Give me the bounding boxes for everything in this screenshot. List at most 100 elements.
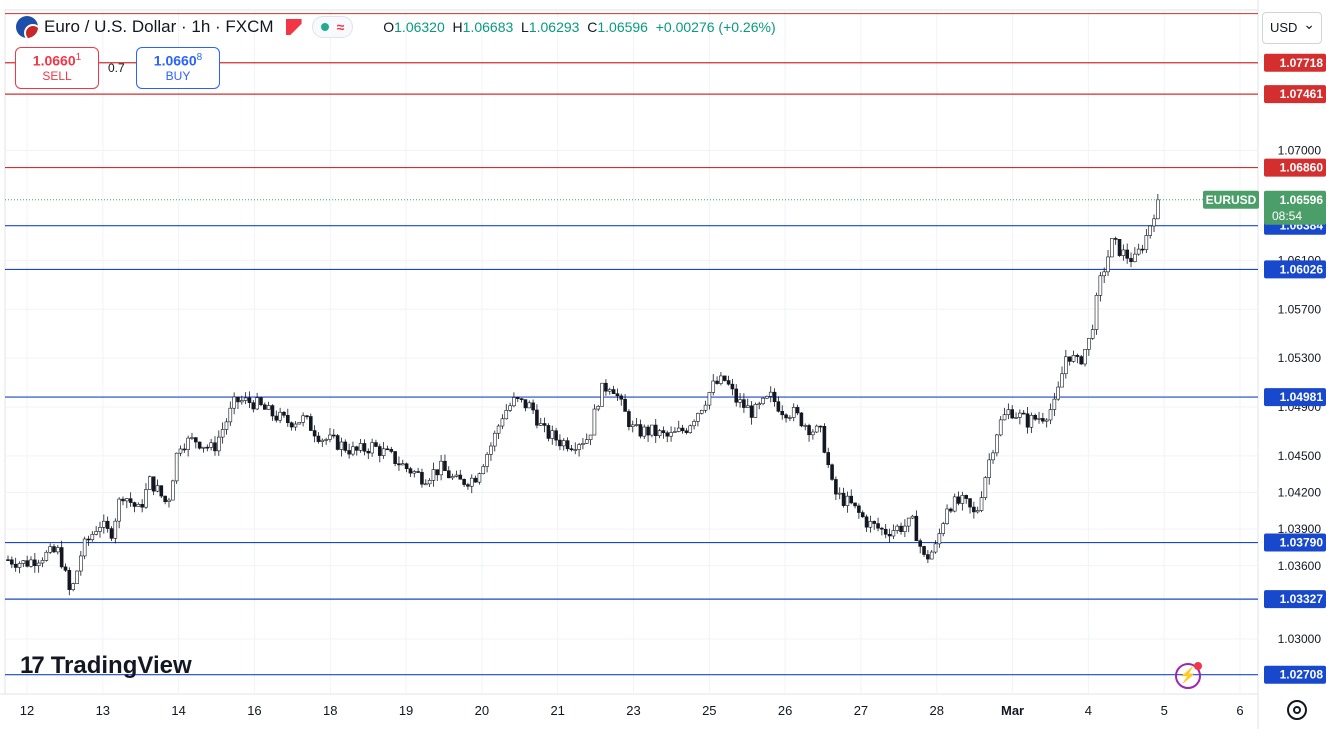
candle (228, 401, 233, 426)
candle-body (945, 508, 949, 524)
candle-body (197, 441, 202, 449)
candle-body (171, 480, 175, 501)
candle (397, 456, 401, 471)
candle-body (86, 538, 91, 541)
candle-body (362, 443, 367, 452)
candle (745, 398, 750, 408)
candle-body (397, 463, 401, 466)
candle (251, 399, 256, 413)
candle-body (964, 495, 969, 499)
candle-body (803, 425, 808, 427)
candle (1064, 349, 1068, 379)
candle-body (634, 424, 639, 426)
candle (845, 491, 850, 513)
candle (466, 482, 470, 490)
lightning-icon[interactable]: ⚡ (1175, 662, 1202, 689)
candle-body (949, 508, 953, 512)
candle (458, 469, 463, 480)
candle (1071, 350, 1076, 363)
candle-body (71, 583, 75, 590)
candle-body (883, 528, 888, 535)
candle (588, 434, 593, 446)
candle (1033, 413, 1037, 421)
candle-body (144, 489, 148, 508)
candle-body (251, 402, 256, 410)
candle-body (431, 469, 436, 481)
candle (1052, 392, 1057, 417)
y-tick-label: 1.05300 (1278, 351, 1322, 365)
candle-body (82, 538, 87, 557)
symbol-title[interactable]: Euro / U.S. Dollar · 1h · FXCM (44, 17, 274, 36)
candle (462, 478, 466, 487)
candle-body (504, 410, 509, 420)
candle (79, 550, 83, 576)
candle (1098, 271, 1103, 302)
buy-button[interactable]: 1.06608 BUY (136, 47, 220, 89)
candle-body (358, 443, 363, 451)
candle-body (435, 469, 440, 476)
candle-body (1140, 248, 1145, 251)
candle (1067, 356, 1072, 366)
candle-body (1106, 256, 1110, 273)
candle (592, 404, 597, 436)
level-price-label: 1.06860 (1280, 161, 1324, 175)
candle (581, 438, 585, 450)
candle (1113, 236, 1118, 245)
candle (535, 404, 539, 429)
status-pill[interactable]: ≈ (311, 16, 354, 38)
candle (780, 405, 785, 420)
x-tick-label: 25 (702, 703, 716, 718)
candle-body (75, 570, 79, 584)
candle-body (799, 412, 804, 427)
candle (351, 441, 355, 457)
candle (776, 396, 781, 413)
candle-body (140, 504, 144, 508)
candle (1102, 267, 1106, 284)
candle-body (228, 407, 233, 423)
candle (1018, 409, 1022, 425)
candle-body (715, 380, 719, 384)
candle (868, 515, 873, 533)
candle-body (857, 505, 861, 513)
candle-body (834, 479, 838, 495)
candle (29, 556, 33, 568)
candle (1014, 412, 1018, 419)
candle-body (1083, 349, 1087, 365)
market-status-icon[interactable] (285, 19, 302, 35)
candle (343, 439, 348, 453)
candle-body (611, 389, 616, 395)
candle (949, 507, 953, 514)
candle-body (726, 380, 731, 385)
candle (906, 517, 911, 533)
candle (121, 496, 125, 506)
candle (477, 472, 482, 485)
candle-body (220, 429, 225, 438)
candle (519, 398, 524, 403)
candle-body (933, 543, 938, 553)
candle (956, 491, 961, 506)
candle (1079, 354, 1083, 366)
candle-body (730, 383, 735, 390)
currency-select[interactable]: USD (1262, 9, 1322, 44)
candle (492, 430, 497, 452)
sell-button[interactable]: 1.06601 SELL (15, 47, 99, 89)
settings-gear-icon[interactable] (1287, 700, 1307, 720)
candle-body (274, 415, 279, 421)
candle (17, 561, 22, 574)
level-price-label: 1.03790 (1280, 536, 1324, 550)
x-tick-label: 5 (1161, 703, 1168, 718)
candle (454, 470, 459, 478)
candle-body (454, 474, 459, 477)
tradingview-logo[interactable]: 17 TradingView (20, 652, 192, 679)
x-tick-label: 12 (20, 703, 34, 718)
candle-body (910, 515, 915, 519)
candle (435, 469, 440, 481)
candle-body (1029, 414, 1034, 428)
candle-body (906, 517, 911, 527)
candle (232, 392, 236, 415)
candle (523, 399, 528, 412)
candle (1075, 353, 1080, 364)
candle (105, 516, 110, 533)
candle-body (1125, 249, 1129, 259)
candle (765, 395, 769, 400)
